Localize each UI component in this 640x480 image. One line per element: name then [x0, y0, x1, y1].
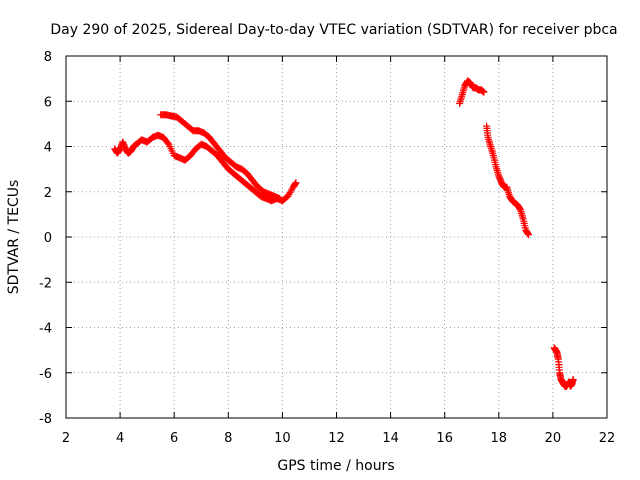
y-tick-label: 6 — [44, 95, 52, 110]
y-tick-label: -8 — [39, 412, 52, 427]
y-tick-label: 4 — [44, 141, 52, 156]
data-point — [569, 376, 577, 383]
x-tick-label: 14 — [382, 431, 399, 446]
y-tick-label: -6 — [39, 367, 52, 382]
x-tick-label: 4 — [116, 431, 124, 446]
grid-lines — [66, 56, 607, 418]
x-tick-label: 2 — [62, 431, 70, 446]
x-tick-label: 6 — [170, 431, 178, 446]
data-point — [164, 139, 172, 147]
x-axis-label: GPS time / hours — [277, 458, 394, 474]
y-tick-label: 0 — [44, 231, 52, 246]
x-tick-label: 18 — [491, 431, 508, 446]
y-axis-label: SDTVAR / TECUs — [6, 180, 22, 295]
data-points — [111, 77, 577, 390]
x-tick-label: 12 — [328, 431, 345, 446]
x-tick-label: 8 — [224, 431, 232, 446]
y-tick-label: -4 — [39, 322, 52, 337]
y-axis-ticks: -8 -6 -4 -2 0 2 4 6 8 — [39, 50, 607, 427]
x-tick-label: 16 — [436, 431, 453, 446]
y-tick-label: -2 — [39, 276, 52, 291]
x-tick-label: 10 — [274, 431, 291, 446]
y-tick-label: 2 — [44, 186, 52, 201]
data-point — [480, 88, 488, 96]
data-point — [292, 179, 300, 187]
chart-title: Day 290 of 2025, Sidereal Day-to-day VTE… — [50, 22, 617, 38]
x-axis-ticks: 2 4 6 8 10 12 14 16 18 20 22 — [62, 56, 615, 446]
data-point — [525, 231, 533, 239]
data-point — [276, 195, 284, 202]
x-tick-label: 22 — [599, 431, 616, 446]
y-tick-label: 8 — [44, 50, 52, 65]
x-tick-label: 20 — [545, 431, 562, 446]
